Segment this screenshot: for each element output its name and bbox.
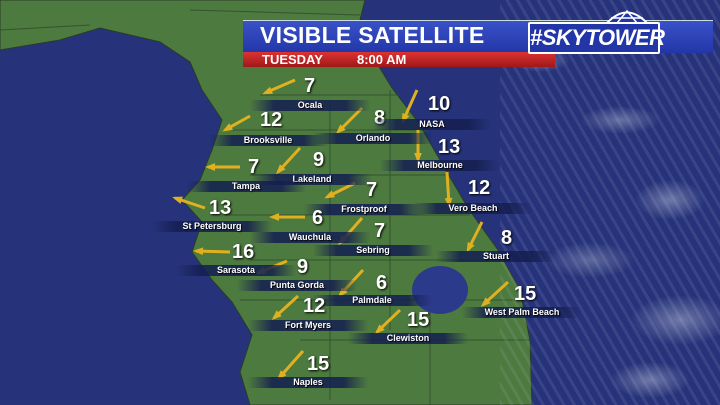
subtitle-bar [243, 52, 555, 67]
station-label: NASA [372, 119, 492, 130]
wind-speed: 8 [374, 107, 386, 129]
wind-speed: 13 [209, 197, 232, 219]
station-label: Tampa [186, 181, 306, 192]
wind-speed: 15 [307, 353, 330, 375]
station-label: Naples [248, 377, 368, 388]
station-label: Stuart [436, 251, 556, 262]
wind-arrow-icon [444, 171, 453, 208]
wind-arrow-icon [271, 294, 300, 321]
wind-arrow-icon [172, 196, 206, 210]
station-label: Vero Beach [413, 203, 533, 214]
wind-arrow-icon [324, 181, 356, 199]
wind-arrow-icon [335, 106, 364, 135]
day-label: TUESDAY [262, 52, 323, 67]
station-label: Clewiston [348, 333, 468, 344]
station-label: Melbourne [380, 160, 500, 171]
wind-speed: 9 [313, 149, 325, 171]
wind-speed: 9 [297, 256, 309, 278]
wind-speed: 16 [232, 241, 255, 263]
station-label: Fort Myers [248, 320, 368, 331]
station-label: Orlando [313, 133, 433, 144]
wind-speed: 7 [304, 75, 316, 97]
wind-arrow-icon [277, 350, 305, 381]
station-label: Brooksville [208, 135, 328, 146]
station-label: Punta Gorda [237, 280, 357, 291]
station-label: Lakeland [252, 174, 372, 185]
station-label: Wauchula [250, 232, 370, 243]
wind-speed: 7 [374, 220, 386, 242]
wind-speed: 8 [501, 227, 513, 249]
cloud-cover [500, 0, 720, 405]
wind-arrow-icon [275, 146, 302, 175]
wind-speed: 12 [468, 177, 491, 199]
wind-speed: 7 [248, 156, 260, 178]
skytower-logo: #SKYTOWER [528, 22, 665, 54]
wind-arrow-icon [193, 247, 231, 256]
station-label: St Petersburg [152, 221, 272, 232]
wind-arrow-icon [269, 213, 305, 221]
station-label: Sebring [313, 245, 433, 256]
page-title: VISIBLE SATELLITE [260, 22, 485, 48]
station-label: Ocala [250, 100, 370, 111]
wind-speed: 13 [438, 136, 461, 158]
station-label: West Palm Beach [462, 307, 582, 318]
wind-speed: 6 [376, 272, 388, 294]
wind-speed: 12 [303, 295, 326, 317]
wind-speed: 12 [260, 109, 283, 131]
wind-speed: 15 [514, 283, 537, 305]
wind-speed: 6 [312, 207, 324, 229]
wind-arrow-icon [222, 114, 251, 132]
wind-arrow-icon [205, 163, 240, 171]
station-label: Palmdale [312, 295, 432, 306]
wind-speed: 10 [428, 93, 451, 115]
station-label: Sarasota [176, 265, 296, 276]
station-label: Frostproof [304, 204, 424, 215]
wind-speed: 7 [366, 179, 378, 201]
skytower-dome-icon [604, 9, 650, 24]
wind-arrow-icon [466, 221, 484, 253]
wind-arrow-icon [480, 280, 510, 308]
wind-speed: 15 [407, 309, 430, 331]
time-label: 8:00 AM [357, 52, 407, 67]
wind-arrow-icon [262, 78, 296, 95]
wind-arrow-icon [374, 308, 402, 335]
